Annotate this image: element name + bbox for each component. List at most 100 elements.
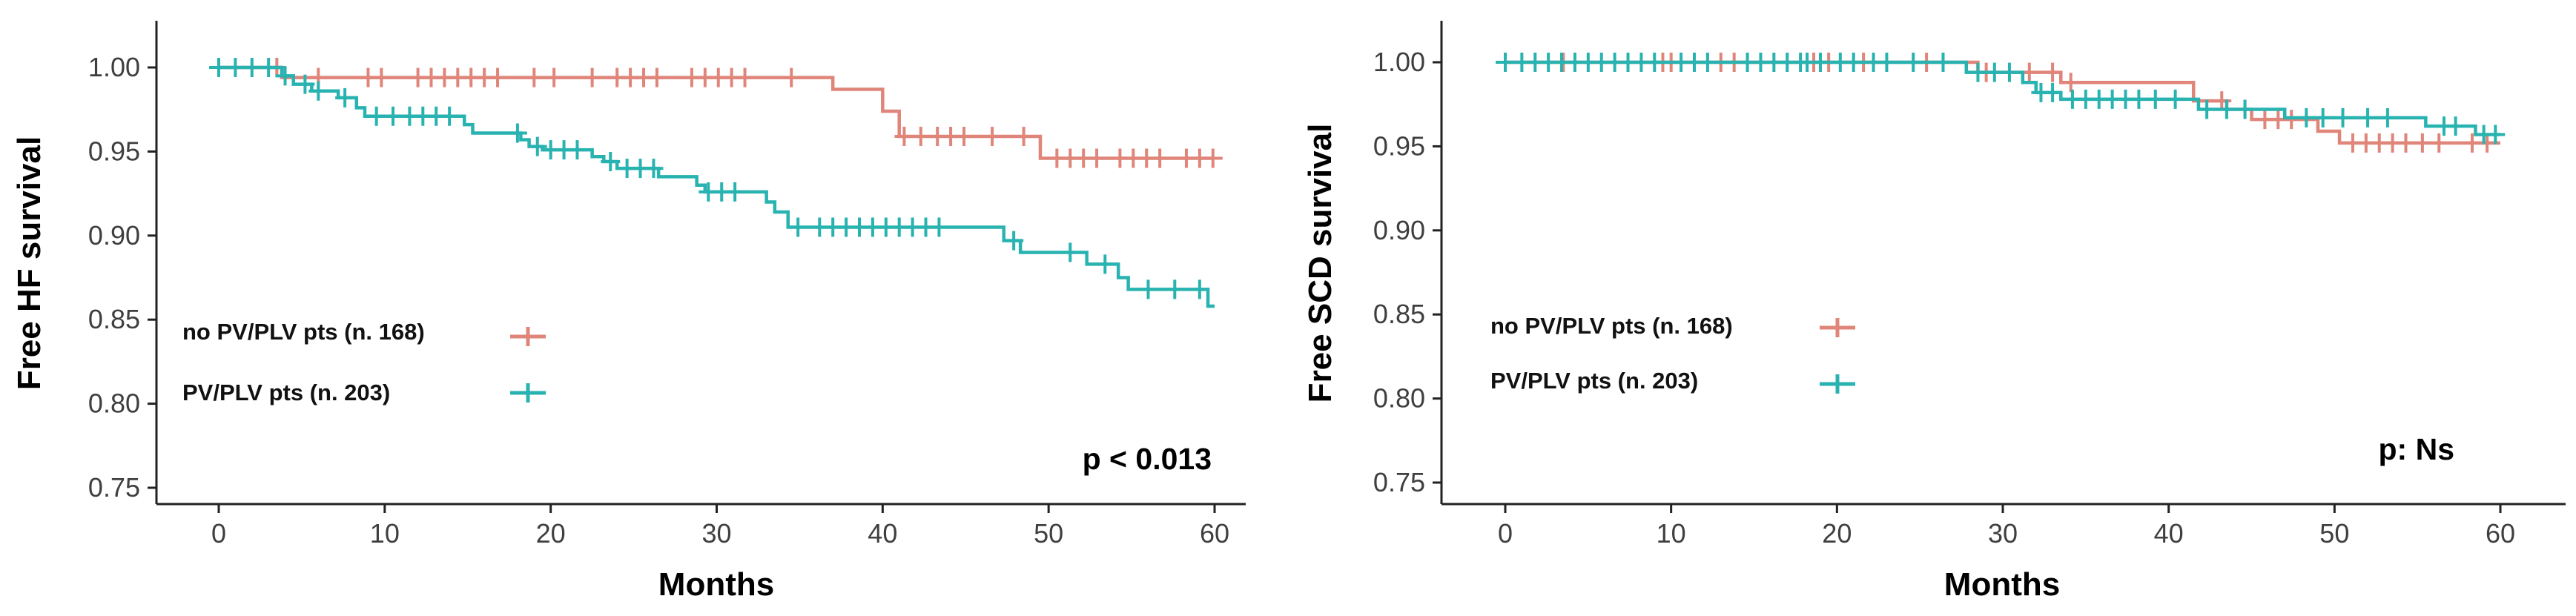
- no-pv-censor-mark: [1150, 148, 1170, 168]
- pv-censor-mark: [507, 123, 527, 143]
- y-tick-label: 0.95: [88, 136, 140, 166]
- pv-censor-mark: [1004, 231, 1024, 251]
- y-tick-label: 0.85: [88, 304, 140, 334]
- x-tick-label: 20: [1822, 518, 1852, 549]
- no-pv-censor-mark: [2043, 62, 2063, 82]
- y-tick-label: 0.90: [88, 220, 140, 251]
- y-tick-label: 0.75: [1373, 467, 1425, 497]
- scd-survival-chart: Free SCD survival Months p: Ns no PV/PLV…: [1302, 21, 2566, 603]
- no-pv-censor-mark: [1014, 126, 1034, 146]
- y-axis-title: Free SCD survival: [1302, 124, 1338, 403]
- pv-censor-mark: [2296, 107, 2316, 127]
- y-tick-label: 1.00: [88, 52, 140, 82]
- pv-censor-mark: [1697, 53, 1717, 72]
- y-tick-label: 0.80: [88, 388, 140, 419]
- pv-censor-mark: [1165, 279, 1185, 299]
- pv-censor-mark: [2043, 82, 2063, 102]
- pv-censor-mark: [242, 58, 262, 77]
- y-tick-label: 0.80: [1373, 383, 1425, 414]
- pv-censor-mark: [259, 58, 279, 77]
- no-pv-censor-mark: [2282, 110, 2302, 130]
- no-pv-censor-mark: [2061, 73, 2081, 93]
- pv-censor-mark: [1496, 53, 1515, 72]
- x-tick-label: 20: [536, 518, 566, 549]
- pv-censor-mark: [601, 152, 621, 172]
- x-tick-label: 60: [2486, 518, 2515, 549]
- pv-censor-mark: [366, 106, 386, 126]
- pv-legend-key: [1820, 374, 1855, 394]
- y-tick-label: 0.90: [1373, 215, 1425, 245]
- pv-censor-mark: [308, 81, 328, 101]
- legend-label-no-pv: no PV/PLV pts (n. 168): [182, 319, 425, 345]
- pv-censor-mark: [2165, 89, 2185, 109]
- no-pv-censor-mark: [1087, 148, 1107, 168]
- x-tick-label: 30: [1988, 518, 2018, 549]
- pv-censor-mark: [2145, 89, 2165, 109]
- no-pv-censor-mark: [894, 126, 914, 146]
- legend-label-pv: PV/PLV pts (n. 203): [1490, 368, 1698, 394]
- x-tick-label: 50: [1034, 518, 1063, 549]
- pv-censor-mark: [567, 140, 587, 160]
- pv-censor-mark: [1645, 53, 1665, 72]
- no-pv-censor-mark: [2412, 133, 2432, 153]
- pv-censor-mark: [1189, 279, 1209, 299]
- no-pv-censor-mark: [371, 67, 392, 87]
- pv-censor-mark: [225, 58, 245, 77]
- hf-survival-chart: Free HF survival Months p < 0.013 no PV/…: [11, 21, 1246, 603]
- no-pv-censor-mark: [954, 126, 974, 146]
- pv-censor-mark: [1843, 53, 1863, 72]
- no-pv-censor-mark: [1203, 148, 1223, 168]
- pv-censor-mark: [1095, 254, 1115, 274]
- pv-censor-mark: [1810, 53, 1830, 72]
- pv-censor-mark: [275, 66, 295, 86]
- x-tick-label: 0: [1498, 518, 1513, 549]
- y-axis-title: Free HF survival: [11, 136, 47, 390]
- y-tick-label: 0.85: [1373, 299, 1425, 329]
- p-value-annotation: p: Ns: [2379, 432, 2455, 466]
- legend-label-no-pv: no PV/PLV pts (n. 168): [1490, 313, 1733, 339]
- pv-censor-mark: [1968, 62, 1988, 82]
- pv-censor-mark: [725, 182, 745, 202]
- pv-censor-mark: [788, 217, 808, 237]
- pv-censor-mark: [295, 74, 315, 94]
- no-pv-censor-mark: [582, 67, 602, 87]
- pv-censor-mark: [2445, 116, 2466, 136]
- no-pv-censor-mark: [524, 67, 544, 87]
- no-pv-censor-mark: [2477, 133, 2497, 153]
- y-tick-label: 0.75: [88, 472, 140, 503]
- no-pv-censor-mark: [782, 67, 802, 87]
- no-pv-censor-mark: [735, 67, 755, 87]
- pv-censor-mark: [2486, 125, 2506, 145]
- pv-censor-mark: [335, 87, 355, 107]
- x-tick-label: 0: [211, 518, 226, 549]
- x-axis-title: Months: [1944, 566, 2060, 603]
- no-pv-legend-key: [1820, 318, 1855, 337]
- pv-censor-mark: [2216, 99, 2236, 119]
- no-pv-censor-mark: [911, 126, 931, 146]
- x-tick-label: 40: [2154, 518, 2184, 549]
- pv-censor-mark: [383, 106, 403, 126]
- pv-censor-mark: [2313, 107, 2333, 127]
- x-tick-label: 10: [370, 518, 400, 549]
- x-tick-label: 10: [1657, 518, 1686, 549]
- pv-censor-mark: [644, 159, 664, 179]
- no-pv-censor-mark: [544, 67, 564, 87]
- p-value-annotation: p < 0.013: [1083, 442, 1212, 476]
- x-axis-title: Months: [658, 566, 774, 603]
- y-tick-label: 1.00: [1373, 47, 1425, 77]
- pv-censor-mark: [2377, 107, 2397, 127]
- pv-censor-mark: [1933, 53, 1953, 72]
- pv-censor-mark: [929, 217, 949, 237]
- y-tick-label: 0.95: [1373, 130, 1425, 161]
- x-tick-label: 50: [2319, 518, 2349, 549]
- pv-censor-mark: [1999, 62, 2019, 82]
- pv-censor-mark: [1060, 242, 1080, 262]
- x-tick-label: 30: [701, 518, 731, 549]
- no-pv-censor-mark: [647, 67, 667, 87]
- no-pv-censor-mark: [2396, 133, 2416, 153]
- pv-censor-mark: [2235, 99, 2255, 119]
- no-pv-legend-key: [510, 327, 546, 346]
- pv-censor-mark: [440, 106, 460, 126]
